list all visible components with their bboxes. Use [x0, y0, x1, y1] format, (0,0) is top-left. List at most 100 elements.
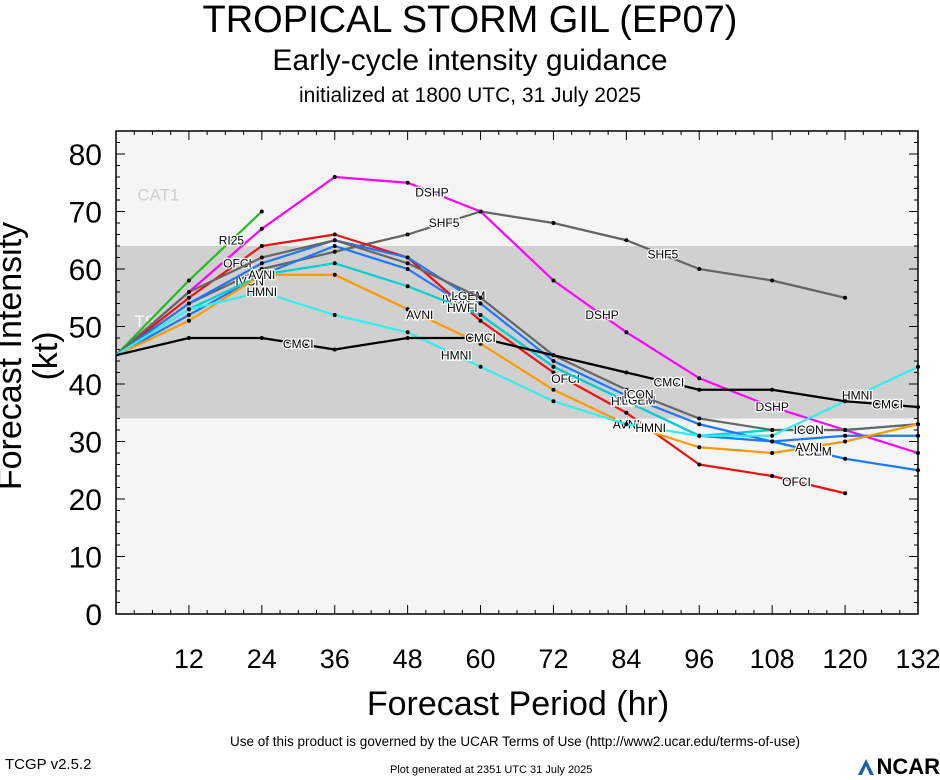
data-point: [697, 462, 702, 467]
data-point: [916, 468, 920, 473]
data-point: [551, 399, 556, 404]
data-point: [332, 272, 337, 277]
data-point: [186, 336, 191, 340]
ncar-logo-icon: [858, 759, 875, 775]
data-point: [551, 364, 556, 369]
x-tick-label: 60: [466, 644, 496, 674]
data-point: [405, 267, 410, 271]
y-tick-label: 30: [69, 427, 102, 460]
series-label: CMCI: [283, 337, 314, 351]
series-hmni: HMNI HMNI HMNI HMNI: [115, 284, 920, 438]
data-point: [405, 307, 410, 312]
x-axis-label: Forecast Period (hr): [366, 685, 670, 723]
data-point: [551, 353, 556, 358]
series-label: CMCI: [872, 398, 903, 412]
y-tick-label: 20: [69, 484, 102, 517]
data-point: [332, 232, 337, 237]
data-point: [259, 261, 264, 266]
data-point: [697, 433, 702, 438]
series-label: ICON: [624, 388, 654, 402]
x-tick-label: 132: [895, 644, 940, 674]
data-point: [770, 428, 775, 432]
data-point: [551, 221, 556, 225]
data-point: [259, 267, 264, 271]
data-point: [843, 399, 848, 404]
series-label: OFCI: [782, 475, 811, 489]
data-point: [478, 313, 483, 317]
data-point: [697, 416, 702, 421]
data-point: [332, 244, 337, 248]
data-point: [478, 341, 483, 346]
series-label: DSHP: [415, 185, 448, 199]
data-point: [770, 433, 775, 438]
data-point: [332, 238, 337, 243]
data-point: [405, 336, 410, 340]
data-point: [697, 376, 702, 381]
data-point: [186, 307, 191, 312]
x-tick-label: 120: [823, 644, 868, 674]
series-ri25: RI25: [115, 209, 264, 357]
data-point: [551, 278, 556, 283]
data-point: [843, 295, 848, 300]
data-point: [405, 330, 410, 335]
data-point: [405, 284, 410, 289]
x-tick-label: 96: [684, 644, 714, 674]
data-point: [697, 267, 702, 271]
data-point: [186, 295, 191, 300]
data-point: [259, 336, 264, 340]
y-tick-label: 10: [69, 542, 102, 575]
data-point: [405, 261, 410, 266]
data-point: [624, 399, 629, 404]
data-point: [916, 451, 920, 455]
ncar-logo: NCAR: [856, 754, 940, 780]
version-label: TCGP v2.5.2: [5, 756, 92, 773]
data-point: [478, 318, 483, 323]
data-point: [916, 405, 920, 409]
data-point: [332, 249, 337, 254]
data-point: [478, 209, 483, 214]
series-label: HWFI: [447, 301, 478, 315]
x-tick-label: 72: [538, 644, 568, 674]
data-point: [332, 313, 337, 317]
data-point: [697, 445, 702, 450]
data-point: [843, 433, 848, 438]
data-point: [770, 439, 775, 444]
data-point: [259, 244, 264, 248]
series-label: SHF5: [429, 216, 460, 230]
series-label: HMNI: [635, 421, 666, 435]
chart-title: TROPICAL STORM GIL (EP07): [202, 0, 738, 41]
series-label: AVNI: [248, 268, 275, 282]
data-point: [916, 433, 920, 438]
x-tick-label: 36: [320, 644, 350, 674]
data-point: [697, 422, 702, 427]
series-label: DSHP: [585, 308, 618, 322]
series-label: HMNI: [246, 285, 277, 299]
series-label: LGEM: [451, 289, 485, 303]
data-point: [405, 255, 410, 260]
data-point: [259, 272, 264, 277]
init-time: initialized at 1800 UTC, 31 July 2025: [298, 84, 642, 107]
series-label: CMCI: [465, 331, 496, 345]
data-point: [186, 313, 191, 317]
data-point: [551, 370, 556, 375]
data-point: [624, 393, 629, 398]
data-point: [186, 278, 191, 283]
y-axis-label: Forecast Intensity (kt): [0, 221, 65, 491]
ncar-logo-text: NCAR: [876, 754, 940, 779]
y-tick-label: 40: [69, 369, 102, 402]
x-tick-label: 84: [611, 644, 641, 674]
data-point: [551, 359, 556, 363]
data-point: [405, 232, 410, 237]
y-tick-label: 0: [85, 599, 102, 632]
series-label: OFCI: [551, 372, 580, 386]
data-point: [478, 301, 483, 306]
data-point: [770, 387, 775, 392]
series-label: ICON: [794, 423, 824, 437]
data-point: [259, 226, 264, 231]
data-point: [551, 387, 556, 392]
data-point: [186, 318, 191, 323]
y-tick-label: 70: [69, 197, 102, 230]
data-point: [624, 422, 629, 427]
series-line: [115, 273, 919, 455]
